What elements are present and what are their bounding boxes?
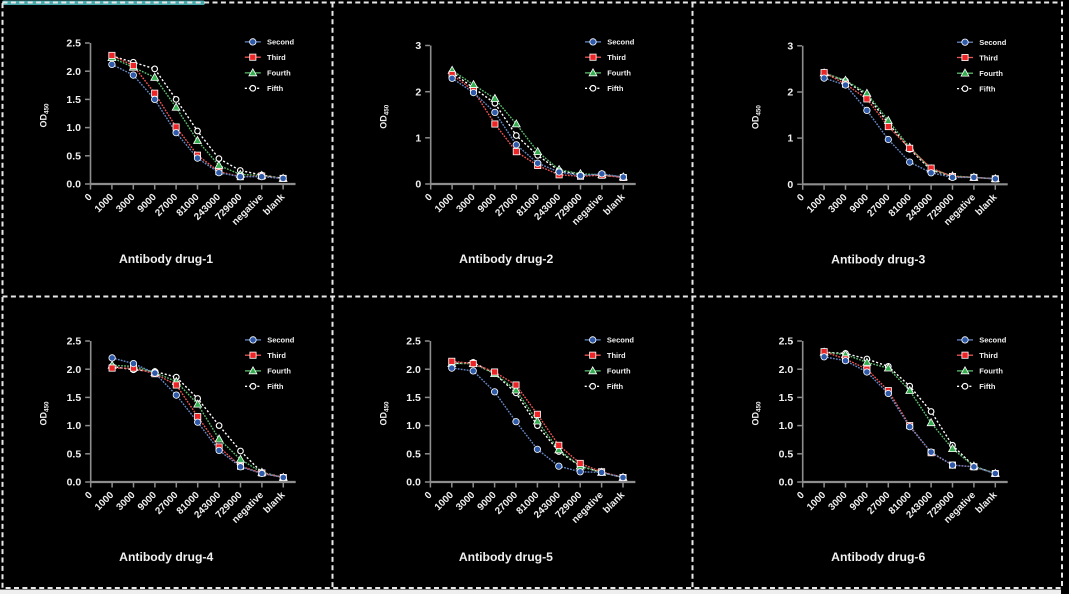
- svg-text:Second: Second: [979, 38, 1007, 47]
- svg-text:2: 2: [787, 87, 793, 99]
- svg-text:3000: 3000: [454, 489, 478, 513]
- svg-text:27000: 27000: [153, 191, 180, 218]
- svg-text:3000: 3000: [454, 191, 478, 215]
- svg-text:0.5: 0.5: [779, 448, 794, 460]
- svg-text:3000: 3000: [826, 192, 850, 216]
- svg-text:2.0: 2.0: [406, 364, 421, 376]
- svg-text:Third: Third: [979, 53, 998, 62]
- svg-text:3000: 3000: [114, 489, 138, 513]
- svg-text:Fifth: Fifth: [607, 84, 624, 93]
- svg-text:1.5: 1.5: [66, 94, 81, 106]
- svg-text:blank: blank: [262, 489, 288, 515]
- svg-text:1: 1: [787, 133, 793, 145]
- svg-text:Antibody drug-2: Antibody drug-2: [459, 252, 553, 266]
- svg-text:Third: Third: [979, 351, 998, 360]
- svg-text:0: 0: [423, 489, 435, 501]
- svg-text:blank: blank: [602, 191, 628, 217]
- svg-text:27000: 27000: [493, 489, 520, 516]
- svg-text:Fifth: Fifth: [979, 382, 996, 391]
- svg-text:Second: Second: [607, 336, 635, 345]
- svg-text:1000: 1000: [805, 489, 829, 513]
- svg-text:1000: 1000: [433, 191, 457, 215]
- svg-text:2.0: 2.0: [66, 66, 81, 78]
- svg-text:Antibody drug-6: Antibody drug-6: [831, 550, 925, 564]
- svg-text:Fifth: Fifth: [607, 382, 624, 391]
- svg-text:0: 0: [795, 192, 807, 204]
- svg-text:1000: 1000: [93, 489, 117, 513]
- svg-text:1.0: 1.0: [406, 420, 421, 432]
- svg-text:2: 2: [415, 86, 421, 98]
- svg-text:Third: Third: [267, 53, 286, 62]
- svg-text:0.5: 0.5: [66, 150, 81, 162]
- svg-text:Fourth: Fourth: [267, 69, 291, 78]
- svg-text:Second: Second: [267, 38, 295, 47]
- svg-text:1.0: 1.0: [67, 420, 82, 432]
- svg-text:blank: blank: [261, 191, 287, 217]
- svg-text:Fourth: Fourth: [267, 367, 291, 376]
- svg-text:Fifth: Fifth: [979, 84, 996, 93]
- svg-text:0.0: 0.0: [67, 477, 82, 489]
- svg-text:Antibody drug-3: Antibody drug-3: [831, 252, 925, 266]
- svg-text:Fourth: Fourth: [607, 69, 631, 78]
- svg-text:Antibody drug-5: Antibody drug-5: [459, 550, 553, 564]
- svg-text:OD450: OD450: [39, 103, 51, 128]
- svg-text:Antibody drug-1: Antibody drug-1: [119, 252, 213, 266]
- svg-text:Fifth: Fifth: [267, 84, 284, 93]
- svg-text:1.5: 1.5: [67, 392, 82, 404]
- svg-text:blank: blank: [601, 489, 627, 515]
- svg-text:2.5: 2.5: [779, 336, 794, 348]
- svg-text:2.0: 2.0: [67, 364, 82, 376]
- svg-text:1000: 1000: [93, 191, 117, 215]
- svg-text:2.5: 2.5: [67, 336, 82, 348]
- svg-text:2.5: 2.5: [66, 38, 81, 50]
- svg-text:0.5: 0.5: [67, 448, 82, 460]
- svg-text:OD450: OD450: [751, 401, 763, 426]
- svg-text:1.5: 1.5: [406, 392, 421, 404]
- svg-text:0: 0: [415, 179, 421, 191]
- svg-text:3000: 3000: [826, 489, 850, 513]
- svg-text:27000: 27000: [153, 489, 180, 516]
- svg-text:Fourth: Fourth: [979, 367, 1003, 376]
- svg-text:0: 0: [83, 489, 95, 501]
- svg-text:3000: 3000: [114, 191, 138, 215]
- svg-text:OD450: OD450: [751, 105, 763, 130]
- svg-text:Fifth: Fifth: [267, 382, 284, 391]
- svg-text:0.0: 0.0: [406, 477, 421, 489]
- svg-text:0: 0: [795, 489, 807, 501]
- svg-text:2.0: 2.0: [779, 364, 794, 376]
- svg-text:Third: Third: [267, 351, 286, 360]
- svg-text:Antibody drug-4: Antibody drug-4: [119, 550, 213, 564]
- svg-text:0: 0: [423, 191, 435, 203]
- svg-text:1: 1: [415, 132, 421, 144]
- svg-text:OD450: OD450: [378, 401, 390, 426]
- svg-text:0.5: 0.5: [406, 448, 421, 460]
- svg-text:Second: Second: [267, 336, 295, 345]
- svg-text:3: 3: [415, 40, 421, 52]
- svg-text:OD450: OD450: [379, 104, 391, 129]
- svg-text:Third: Third: [607, 53, 626, 62]
- svg-text:blank: blank: [974, 192, 1000, 218]
- svg-text:1000: 1000: [805, 192, 829, 216]
- svg-text:3: 3: [787, 40, 793, 52]
- svg-text:Second: Second: [607, 38, 635, 47]
- svg-text:1.0: 1.0: [779, 420, 794, 432]
- svg-text:Second: Second: [979, 336, 1007, 345]
- svg-text:OD450: OD450: [39, 401, 51, 426]
- svg-text:Fourth: Fourth: [607, 367, 631, 376]
- svg-text:1000: 1000: [433, 489, 457, 513]
- svg-text:0: 0: [83, 191, 95, 203]
- svg-text:blank: blank: [974, 489, 1000, 515]
- svg-text:1.0: 1.0: [66, 122, 81, 134]
- svg-text:0: 0: [787, 179, 793, 191]
- svg-text:1.5: 1.5: [779, 392, 794, 404]
- svg-text:0.0: 0.0: [779, 477, 794, 489]
- svg-text:Third: Third: [607, 351, 626, 360]
- svg-text:27000: 27000: [493, 191, 520, 218]
- svg-text:27000: 27000: [865, 489, 892, 516]
- svg-text:0.0: 0.0: [66, 179, 81, 191]
- svg-text:2.5: 2.5: [406, 336, 421, 348]
- svg-text:27000: 27000: [865, 192, 892, 219]
- svg-text:Fourth: Fourth: [979, 69, 1003, 78]
